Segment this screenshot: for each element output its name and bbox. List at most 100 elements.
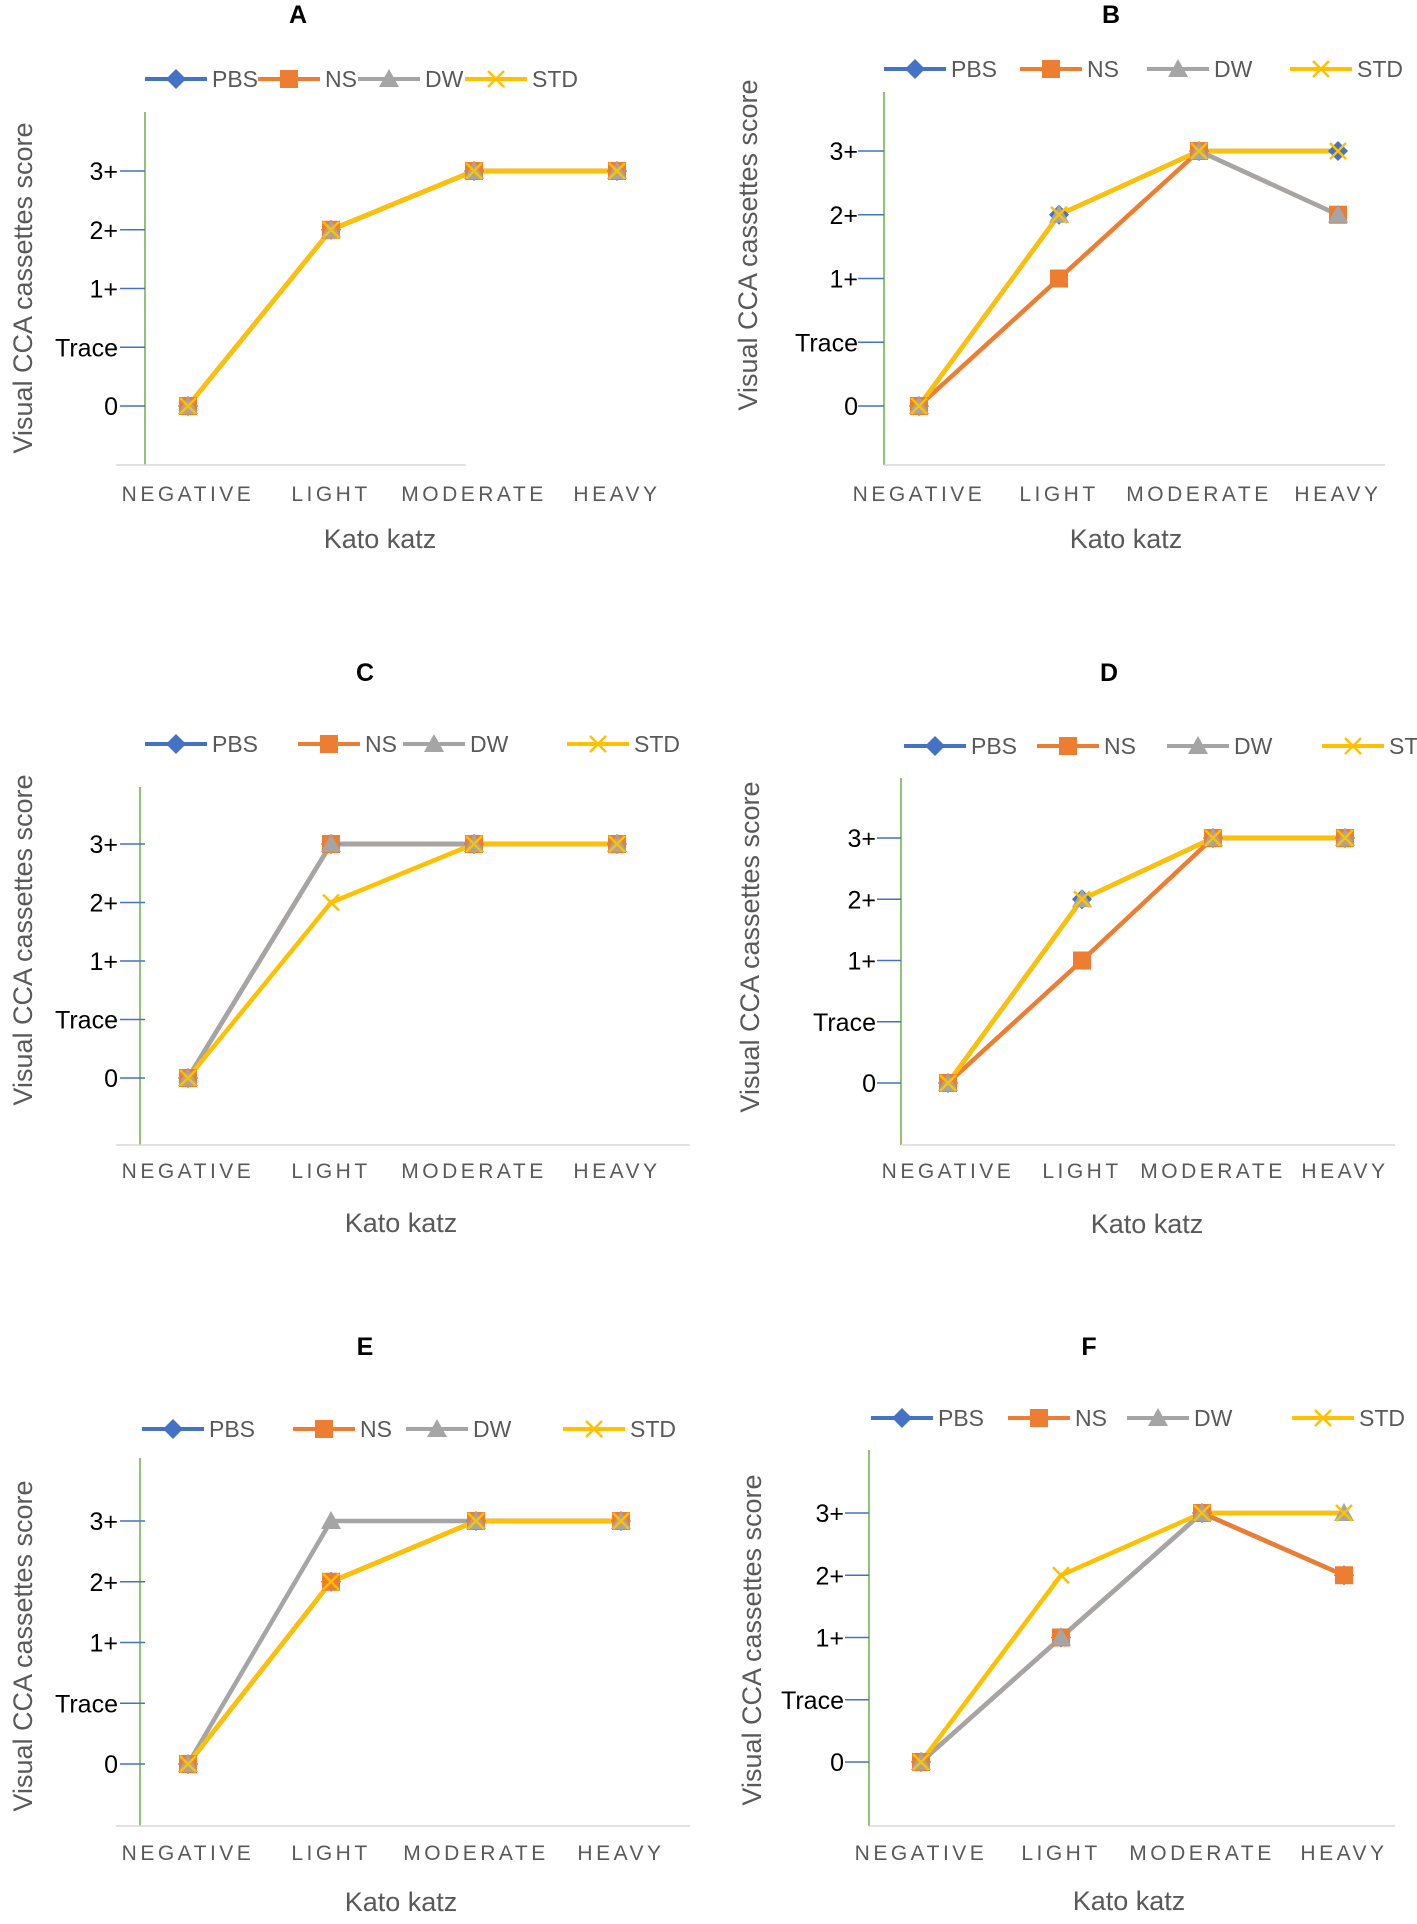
x-tick-label: LIGHT <box>291 1842 370 1865</box>
series-line-ns <box>919 1510 1345 1764</box>
legend-label-ns: NS <box>1075 1405 1107 1431</box>
series-line-ns <box>946 835 1345 1085</box>
y-tick-label: 3+ <box>89 1508 118 1536</box>
series-line-pbs <box>186 1518 621 1766</box>
data-point-dw <box>321 834 341 852</box>
y-tick-label: Trace <box>55 334 118 362</box>
legend-marker-std <box>1314 1409 1332 1427</box>
legend-label-pbs: PBS <box>212 731 258 757</box>
data-point-ns <box>1050 269 1068 288</box>
data-point-std <box>939 1074 957 1092</box>
y-tick-label: 3+ <box>89 158 118 186</box>
legend: PBS NS DW STD <box>871 1405 1405 1431</box>
series-line-pbs <box>946 835 1345 1085</box>
legend-label-pbs: PBS <box>209 1416 255 1442</box>
x-tick-label: LIGHT <box>291 1160 370 1183</box>
series-line-std <box>917 148 1338 408</box>
x-tick-label: MODERATE <box>1129 1842 1274 1865</box>
y-tick-label: 0 <box>104 393 118 421</box>
legend-label-dw: DW <box>425 66 464 92</box>
legend-marker-std <box>589 735 607 753</box>
data-point-std <box>912 1753 930 1771</box>
legend-marker-dw <box>379 69 399 87</box>
legend-marker-pbs <box>166 734 186 754</box>
y-tick-label: 2+ <box>815 1562 844 1590</box>
y-tick-label: Trace <box>55 1690 118 1718</box>
data-point-dw <box>1051 1627 1071 1646</box>
x-tick-label: HEAVY <box>1301 1160 1388 1183</box>
y-axis-title: Visual CCA cassettes score <box>737 1474 767 1805</box>
x-axis-title: Kato katz <box>345 1208 458 1238</box>
legend-label-std: STD <box>630 1416 676 1442</box>
x-axis-title: Kato katz <box>1070 524 1183 554</box>
series-line-std <box>946 835 1345 1085</box>
y-tick-label: 0 <box>844 393 858 421</box>
legend-label-pbs: PBS <box>951 56 997 82</box>
y-tick-label: 1+ <box>829 266 858 294</box>
y-tick-label: 1+ <box>815 1625 844 1653</box>
panel-letter: E <box>357 1333 374 1361</box>
panel-letter: B <box>1102 1 1120 29</box>
x-tick-label: LIGHT <box>1021 1842 1100 1865</box>
legend-label-ns: NS <box>360 1416 392 1442</box>
legend: PBS NS DW STD <box>145 66 578 92</box>
legend-marker-std <box>487 70 505 88</box>
chart-panel-d: D PBS NS DW STD 0 Trace 1+ 2+ 3+ NEGATIVE LIGHT MODE… <box>735 659 1417 1239</box>
legend-marker-std <box>1344 737 1362 755</box>
data-point-std <box>612 1512 630 1530</box>
data-point-std <box>1193 1504 1211 1522</box>
y-tick-label: 0 <box>104 1065 118 1093</box>
y-tick-label: 3+ <box>847 825 876 853</box>
legend-marker-ns <box>1030 1409 1048 1427</box>
series-line-dw <box>186 168 617 408</box>
data-point-std <box>179 397 197 415</box>
legend-marker-std <box>1312 60 1330 78</box>
y-tick-label: 3+ <box>89 831 118 859</box>
y-tick-label: 2+ <box>829 202 858 230</box>
legend-label-std: STD <box>634 731 680 757</box>
legend-label-dw: DW <box>1214 56 1253 82</box>
y-axis-title: Visual CCA cassettes score <box>8 1480 38 1811</box>
data-point-std <box>467 1512 485 1530</box>
x-tick-label: MODERATE <box>401 483 546 506</box>
series-line-pbs <box>186 168 617 408</box>
y-tick-label: 0 <box>104 1751 118 1779</box>
y-axis-title: Visual CCA cassettes score <box>8 774 38 1105</box>
legend-label-ns: NS <box>1087 56 1119 82</box>
y-tick-label: 1+ <box>89 948 118 976</box>
chart-panel-a: A PBS NS DW STD 0 Trace 1+ 2+ 3+ NEGATIVE LIGHT MODE… <box>8 1 657 554</box>
legend: PBS NS DW STD <box>142 1416 676 1442</box>
legend: PBS NS DW STD <box>904 733 1417 759</box>
x-tick-label: LIGHT <box>1019 483 1098 506</box>
legend-marker-std <box>585 1420 603 1438</box>
legend-marker-ns <box>315 1420 333 1438</box>
data-point-dw <box>1328 204 1348 223</box>
x-tick-label: NEGATIVE <box>122 1842 255 1865</box>
y-tick-label: 1+ <box>89 1630 118 1658</box>
legend-label-ns: NS <box>1104 733 1136 759</box>
legend-marker-ns <box>1059 737 1077 755</box>
legend-marker-pbs <box>905 59 925 79</box>
y-tick-label: 0 <box>830 1749 844 1777</box>
legend-label-std: STD <box>532 66 578 92</box>
chart-panel-b: B PBS NS DW STD 0 Trace 1+ 2+ 3+ NEGATIVE LIGHT MODE… <box>733 1 1403 554</box>
y-tick-label: Trace <box>781 1687 844 1715</box>
series-line-dw <box>917 148 1339 408</box>
data-point-std <box>1336 829 1354 847</box>
y-tick-label: 3+ <box>829 138 858 166</box>
legend-marker-pbs <box>163 1419 183 1439</box>
y-tick-label: 2+ <box>89 1569 118 1597</box>
legend-label-ns: NS <box>365 731 397 757</box>
series-line-pbs <box>919 1510 1345 1764</box>
data-point-ns <box>1335 1566 1353 1585</box>
panel-letter: D <box>1100 659 1118 687</box>
series-line-pbs <box>186 841 617 1080</box>
data-point-std <box>179 1069 197 1087</box>
data-point-std <box>1073 890 1091 909</box>
data-point-std <box>465 835 483 853</box>
x-axis-title: Kato katz <box>1073 1886 1186 1916</box>
data-point-ns <box>1073 951 1091 970</box>
legend-label-dw: DW <box>473 1416 512 1442</box>
